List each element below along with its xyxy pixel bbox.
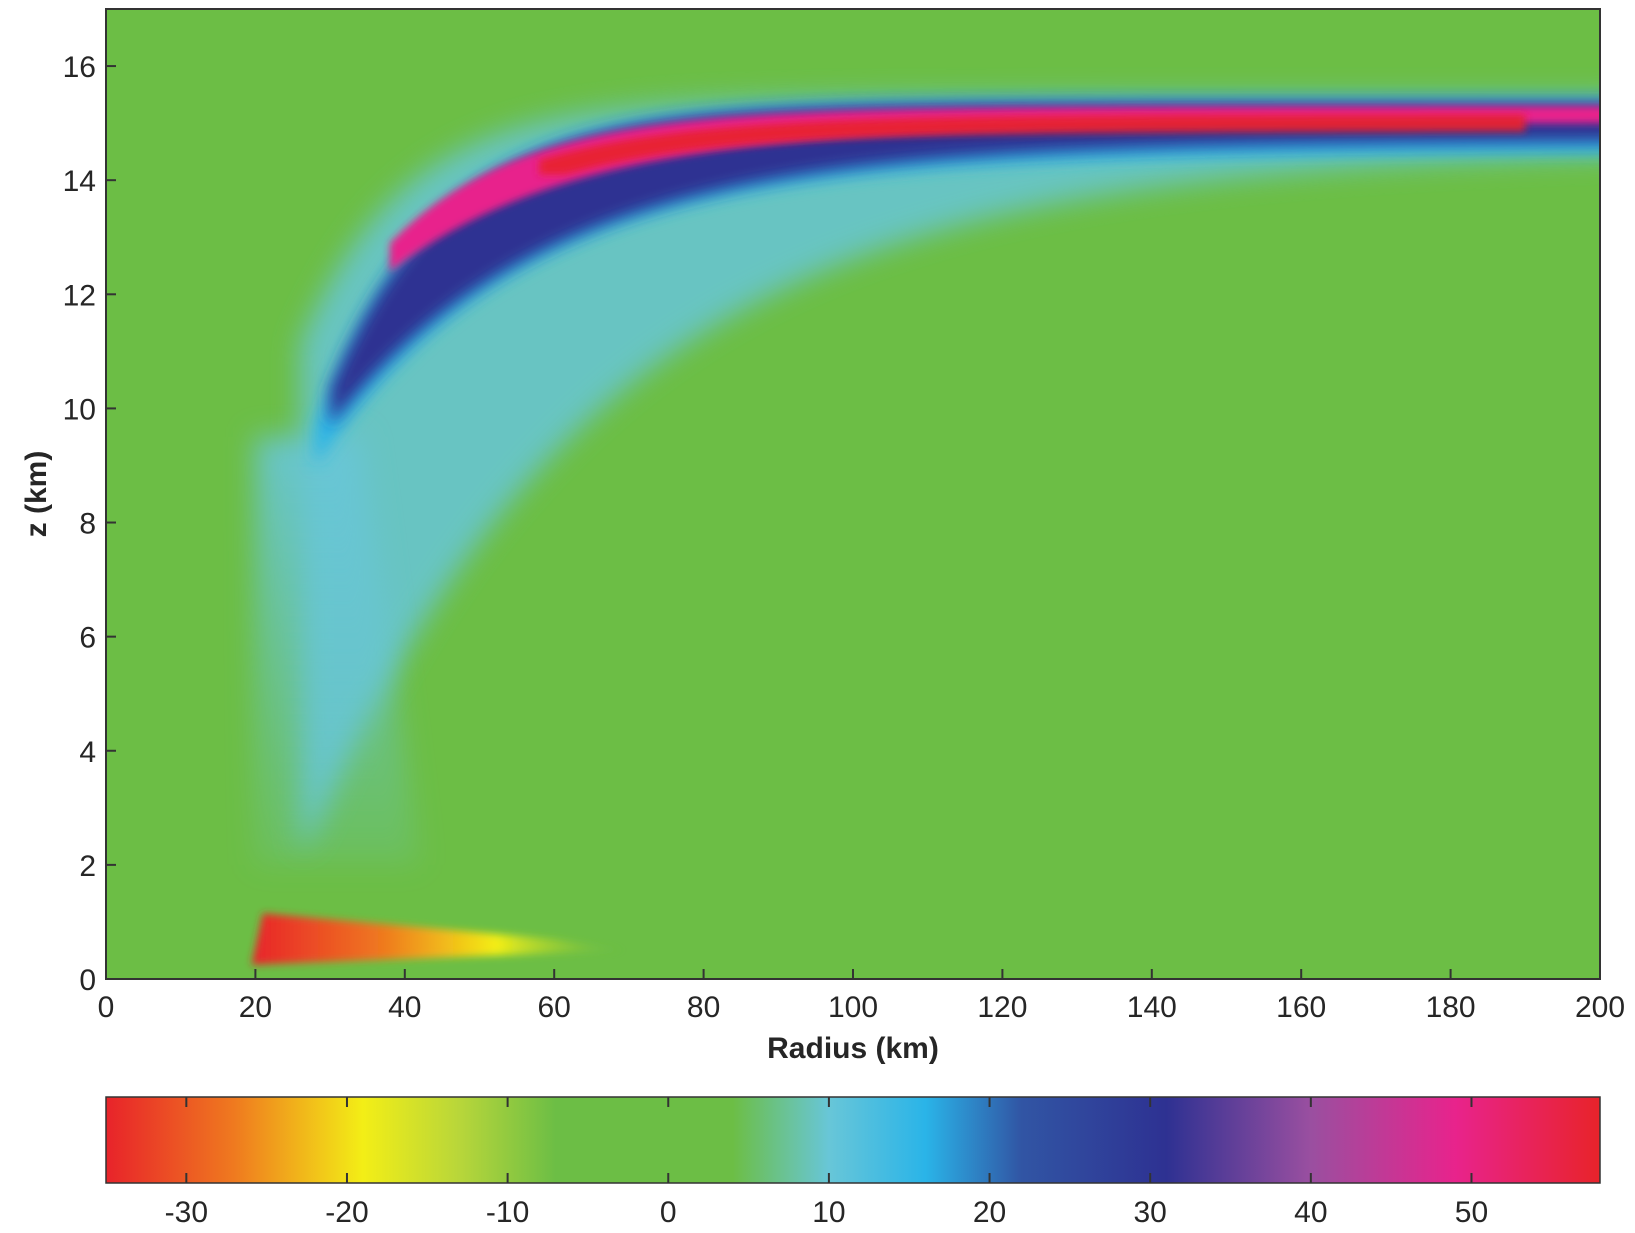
x-tick-label: 80 — [687, 991, 720, 1024]
x-tick-label: 60 — [538, 991, 571, 1024]
colorbar-tick-label: -20 — [325, 1196, 368, 1229]
x-tick-label: 0 — [98, 991, 115, 1024]
x-tick-label: 160 — [1276, 991, 1326, 1024]
x-tick-label: 180 — [1426, 991, 1476, 1024]
colorbar-tick-label: 10 — [812, 1196, 845, 1229]
x-tick-label: 100 — [828, 991, 878, 1024]
y-tick-label: 8 — [79, 508, 96, 541]
colorbar-gradient — [105, 1096, 1601, 1184]
outflow-body-region — [330, 103, 1600, 426]
colorbar: -30 -20 -10 0 10 20 30 40 50 — [105, 1096, 1601, 1229]
heatmap-plot-area — [106, 9, 1600, 979]
y-tick-label: 0 — [79, 964, 96, 997]
x-axis-ticks: 0 20 40 60 80 100 120 140 160 180 200 — [98, 969, 1625, 1024]
x-tick-label: 40 — [388, 991, 421, 1024]
y-tick-label: 10 — [63, 393, 96, 426]
colorbar-tick-label: -10 — [486, 1196, 529, 1229]
heatmap-features — [251, 97, 1600, 965]
colorbar-tick-label: -30 — [165, 1196, 208, 1229]
x-axis-label: Radius (km) — [767, 1032, 939, 1065]
x-tick-label: 20 — [239, 991, 272, 1024]
x-tick-label: 120 — [977, 991, 1027, 1024]
colorbar-tick-label: 40 — [1294, 1196, 1327, 1229]
colorbar-tick-label: 20 — [973, 1196, 1006, 1229]
eyewall-tail-region — [255, 436, 420, 865]
colorbar-ticks: -30 -20 -10 0 10 20 30 40 50 — [165, 1097, 1488, 1229]
y-axis-ticks: 0 2 4 6 8 10 12 14 16 — [63, 51, 116, 997]
x-tick-label: 140 — [1127, 991, 1177, 1024]
colorbar-tick-label: 30 — [1134, 1196, 1167, 1229]
y-tick-label: 6 — [79, 622, 96, 655]
y-tick-label: 2 — [79, 850, 96, 883]
y-tick-label: 4 — [79, 736, 96, 769]
y-tick-label: 14 — [63, 165, 96, 198]
outflow-halo-region — [300, 97, 1600, 854]
axes: 0 20 40 60 80 100 120 140 160 180 200 0 2 4 6 8 10 12 14 1… — [20, 8, 1625, 1065]
outflow-maximum-region — [539, 114, 1526, 175]
colorbar-tick-label: 0 — [660, 1196, 677, 1229]
x-tick-label: 200 — [1575, 991, 1625, 1024]
colorbar-tick-label: 50 — [1455, 1196, 1488, 1229]
low-level-inflow-region — [251, 913, 629, 965]
y-axis-label: z (km) — [20, 451, 53, 538]
y-tick-label: 16 — [63, 51, 96, 84]
y-tick-label: 12 — [63, 279, 96, 312]
